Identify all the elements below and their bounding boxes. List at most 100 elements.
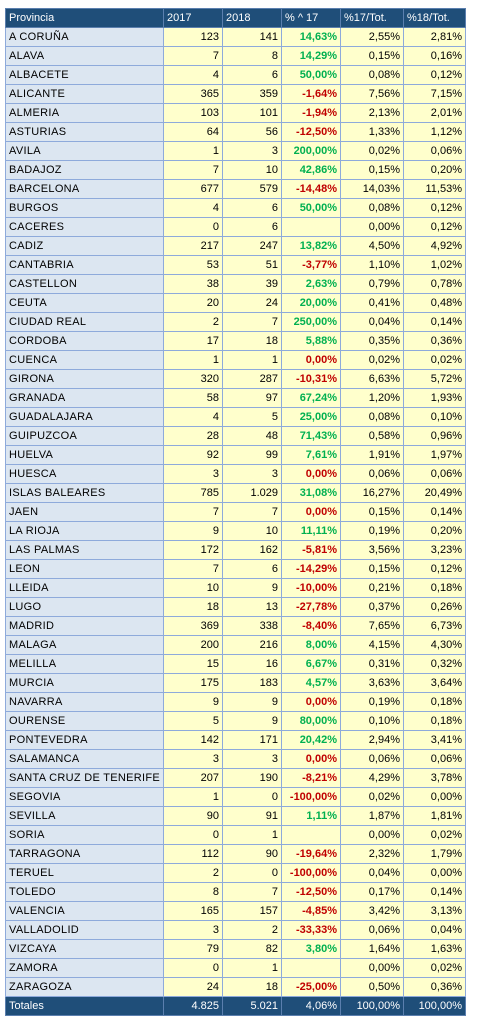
tot: Totales 4.825 5.021 4,06% 100,00% 100,00% — [5, 996, 466, 1016]
value-cell: 165 — [163, 901, 223, 921]
table-row: LLEIDA 10 9 -10,00% 0,21% 0,18% — [5, 578, 466, 598]
table-row: MURCIA 175 183 4,57% 3,63% 3,64% — [5, 673, 466, 693]
table-row: A CORUÑA 123 141 14,63% 2,55% 2,81% — [5, 27, 466, 47]
value-cell: 2,63% — [281, 274, 341, 294]
value-cell: 2,55% — [340, 27, 404, 47]
value-cell: 24 — [163, 977, 223, 997]
province-cell: CUENCA — [5, 350, 164, 370]
value-cell: 79 — [163, 939, 223, 959]
value-cell: 250,00% — [281, 312, 341, 332]
value-cell: 0,36% — [403, 977, 466, 997]
value-cell: 0,02% — [340, 350, 404, 370]
value-cell: 103 — [163, 103, 223, 123]
value-cell: 0,14% — [403, 502, 466, 522]
value-cell: 3,78% — [403, 768, 466, 788]
value-cell: 7 — [222, 312, 282, 332]
value-cell: 0 — [163, 825, 223, 845]
value-cell: 0,02% — [403, 350, 466, 370]
province-cell: SEVILLA — [5, 806, 164, 826]
value-cell: 9 — [222, 711, 282, 731]
value-cell: 0,00% — [340, 958, 404, 978]
value-cell: 0,41% — [340, 293, 404, 313]
value-cell: 67,24% — [281, 388, 341, 408]
value-cell: -100,00% — [281, 863, 341, 883]
value-cell: 16,27% — [340, 483, 404, 503]
table-row: ALMERIA 103 101 -1,94% 2,13% 2,01% — [5, 103, 466, 123]
value-cell: 142 — [163, 730, 223, 750]
value-cell: 2 — [163, 863, 223, 883]
value-cell: 2,32% — [340, 844, 404, 864]
table-row: MADRID 369 338 -8,40% 7,65% 6,73% — [5, 616, 466, 636]
value-cell: 0 — [222, 787, 282, 807]
province-cell: CACERES — [5, 217, 164, 237]
province-cell: GIRONA — [5, 369, 164, 389]
value-cell: 7,65% — [340, 616, 404, 636]
value-cell: 3,63% — [340, 673, 404, 693]
value-cell: 82 — [222, 939, 282, 959]
value-cell: 4,50% — [340, 236, 404, 256]
value-cell: 5 — [222, 407, 282, 427]
value-cell: 3 — [163, 464, 223, 484]
province-cell: VIZCAYA — [5, 939, 164, 959]
value-cell: 101 — [222, 103, 282, 123]
value-cell: 320 — [163, 369, 223, 389]
table-row: CASTELLON 38 39 2,63% 0,79% 0,78% — [5, 274, 466, 294]
value-cell: 2 — [163, 312, 223, 332]
value-cell: 0,04% — [340, 863, 404, 883]
value-cell: 0,06% — [340, 464, 404, 484]
value-cell: 0,96% — [403, 426, 466, 446]
value-cell: 8,00% — [281, 635, 341, 655]
value-cell: 1,02% — [403, 255, 466, 275]
province-cell: JAEN — [5, 502, 164, 522]
value-cell: -19,64% — [281, 844, 341, 864]
value-cell: 0,02% — [340, 141, 404, 161]
value-cell: 0,00% — [281, 350, 341, 370]
value-cell: 1,12% — [403, 122, 466, 142]
table-row: CEUTA 20 24 20,00% 0,41% 0,48% — [5, 293, 466, 313]
province-cell: A CORUÑA — [5, 27, 164, 47]
value-cell: 1,20% — [340, 388, 404, 408]
value-cell: 58 — [163, 388, 223, 408]
value-cell: 0,18% — [403, 711, 466, 731]
value-cell: 4,57% — [281, 673, 341, 693]
value-cell: 7 — [222, 882, 282, 902]
value-cell: 216 — [222, 635, 282, 655]
value-cell: 90 — [222, 844, 282, 864]
value-cell: 6 — [222, 198, 282, 218]
province-cell: LLEIDA — [5, 578, 164, 598]
value-cell: 3,80% — [281, 939, 341, 959]
table-row: SEVILLA 90 91 1,11% 1,87% 1,81% — [5, 806, 466, 826]
value-cell: 7,15% — [403, 84, 466, 104]
header-cell: 2018 — [222, 8, 282, 28]
header-cell: %18/Tot. — [403, 8, 466, 28]
province-cell: LA RIOJA — [5, 521, 164, 541]
value-cell: -12,50% — [281, 882, 341, 902]
value-cell: 0,19% — [340, 692, 404, 712]
table-row: ALICANTE 365 359 -1,64% 7,56% 7,15% — [5, 84, 466, 104]
value-cell: 0,08% — [340, 407, 404, 427]
table-row: MALAGA 200 216 8,00% 4,15% 4,30% — [5, 635, 466, 655]
value-cell: 8 — [163, 882, 223, 902]
value-cell: 3,23% — [403, 540, 466, 560]
value-cell: 0,00% — [281, 502, 341, 522]
value-cell: 0,00% — [340, 825, 404, 845]
value-cell: 0,00% — [340, 217, 404, 237]
value-cell: 20 — [163, 293, 223, 313]
value-cell: 4,30% — [403, 635, 466, 655]
value-cell: 287 — [222, 369, 282, 389]
table-row: ZAMORA 0 1 0,00% 0,02% — [5, 958, 466, 978]
value-cell: 50,00% — [281, 65, 341, 85]
value-cell: -12,50% — [281, 122, 341, 142]
province-cell: ALICANTE — [5, 84, 164, 104]
table-row: NAVARRA 9 9 0,00% 0,19% 0,18% — [5, 692, 466, 712]
table-row: ASTURIAS 64 56 -12,50% 1,33% 1,12% — [5, 122, 466, 142]
value-cell: 5 — [163, 711, 223, 731]
value-cell: 97 — [222, 388, 282, 408]
value-cell — [281, 958, 341, 978]
table-row: GUIPUZCOA 28 48 71,43% 0,58% 0,96% — [5, 426, 466, 446]
value-cell: 162 — [222, 540, 282, 560]
value-cell: 0,06% — [403, 141, 466, 161]
value-cell: 99 — [222, 445, 282, 465]
value-cell: 0,00% — [403, 863, 466, 883]
value-cell: 11,53% — [403, 179, 466, 199]
